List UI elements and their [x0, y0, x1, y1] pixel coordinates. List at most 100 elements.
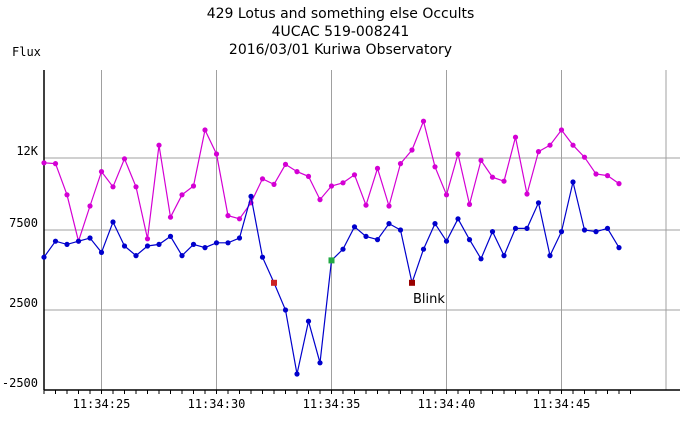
- series-2-point: [248, 193, 254, 199]
- series-1-point: [547, 142, 553, 148]
- series-1-point: [52, 161, 59, 167]
- series-2-point: [282, 307, 289, 313]
- series-2-special-point: [328, 257, 335, 264]
- series-1-point: [604, 173, 611, 179]
- series-1-point: [144, 236, 151, 242]
- y-tick-label: -2500: [2, 376, 38, 390]
- series-1-point: [98, 169, 105, 175]
- series-1-point: [512, 134, 519, 140]
- series-2-point: [616, 245, 622, 251]
- series-2-point: [386, 221, 392, 227]
- series-1-point: [282, 161, 289, 167]
- series-2-point: [420, 246, 427, 252]
- series-2-point: [604, 225, 611, 231]
- series-2-point: [98, 249, 105, 255]
- series-2-point: [466, 237, 473, 243]
- series-1-point: [225, 213, 231, 219]
- series-1-point: [202, 127, 208, 133]
- series-2-special-point: [271, 279, 277, 286]
- series-1-point: [570, 142, 576, 148]
- series-1-point: [294, 169, 300, 175]
- series-2-point: [432, 221, 438, 227]
- series-1-point: [64, 192, 70, 198]
- series-2-point: [443, 238, 450, 244]
- chart-title-line-1: 429 Lotus and something else Occults: [206, 6, 475, 22]
- series-2-point: [75, 238, 82, 244]
- series-1-point: [397, 161, 404, 167]
- series-2-point: [524, 225, 530, 231]
- series-1-point: [478, 157, 484, 163]
- x-tick-label: 11:34:40: [418, 397, 476, 411]
- series-2-point: [87, 235, 93, 241]
- series-2-point: [133, 253, 139, 259]
- series-2-point: [374, 237, 381, 243]
- annotation-label: Blink: [413, 292, 445, 307]
- series-1-point: [501, 178, 507, 184]
- series-1-point: [409, 147, 415, 153]
- series-1-point: [340, 180, 346, 186]
- series-2-point: [156, 241, 162, 247]
- series-1-point: [167, 214, 174, 220]
- series-1-point: [420, 118, 427, 124]
- series-1-point: [41, 160, 47, 166]
- series-2-point: [478, 256, 484, 262]
- series-1-point: [328, 183, 335, 189]
- x-tick-label: 11:34:45: [533, 397, 591, 411]
- series-1-point: [524, 191, 530, 197]
- series-1-point: [121, 156, 128, 162]
- series-1-point: [616, 181, 622, 187]
- series-2-point: [512, 225, 519, 231]
- series-2-point: [236, 235, 243, 241]
- x-tick-label: 11:34:25: [73, 397, 131, 411]
- series-2-point: [535, 200, 542, 206]
- series-2-point: [363, 233, 369, 239]
- series-2-point: [225, 240, 231, 246]
- series-1-point: [455, 151, 461, 157]
- series-1-point: [271, 181, 277, 187]
- series-2-point: [110, 219, 116, 225]
- series-2-point: [593, 229, 599, 235]
- series-1-point: [593, 171, 599, 177]
- series-2-point: [397, 227, 404, 233]
- series-2-point: [121, 243, 128, 249]
- series-2-point: [489, 229, 496, 235]
- series-1-point: [489, 174, 496, 180]
- series-2-point: [547, 253, 553, 259]
- series-1-point: [87, 203, 93, 209]
- series-1-point: [213, 151, 220, 157]
- series-1-point: [179, 192, 185, 198]
- series-2-point: [259, 254, 266, 260]
- series-2-point: [41, 254, 47, 260]
- chart-title-line-2: 4UCAC 519-008241: [271, 24, 410, 40]
- series-2-point: [501, 253, 507, 259]
- series-1-point: [535, 149, 542, 155]
- series-2-point: [351, 224, 358, 230]
- series-1-point: [432, 164, 438, 170]
- series-1-point: [110, 184, 116, 190]
- series-2-point: [64, 241, 70, 247]
- series-2-point: [317, 360, 323, 366]
- x-tick-label: 11:34:30: [188, 397, 246, 411]
- series-1-point: [133, 184, 139, 190]
- series-1-point: [190, 183, 197, 189]
- series-2-point: [179, 253, 185, 259]
- series-2-point: [202, 245, 208, 251]
- series-1-point: [156, 142, 162, 148]
- series-2-point: [294, 371, 300, 377]
- series-2-point: [581, 227, 588, 233]
- series-2-special-point: [409, 279, 415, 286]
- chart-title-line-3: 2016/03/01 Kuriwa Observatory: [228, 42, 453, 58]
- series-2-point: [558, 229, 565, 235]
- series-2-point: [213, 240, 220, 246]
- series-2-point: [144, 243, 151, 249]
- series-1-point: [374, 165, 381, 171]
- y-tick-label: 12K: [16, 144, 38, 158]
- series-1-point: [558, 127, 565, 133]
- series-1-point: [305, 173, 312, 179]
- series-1-point: [466, 201, 473, 207]
- y-tick-label: 7500: [9, 216, 38, 230]
- series-1-point: [236, 216, 243, 222]
- series-1-point: [351, 172, 358, 178]
- series-2-point: [305, 318, 312, 324]
